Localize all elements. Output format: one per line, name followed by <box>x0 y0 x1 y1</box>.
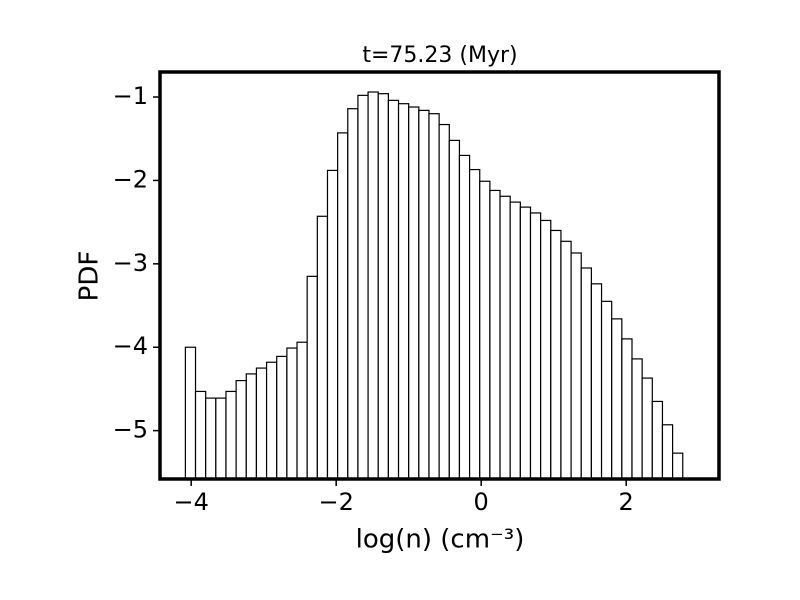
bar <box>235 379 247 480</box>
y-tick-label: −1 <box>113 82 148 110</box>
bar <box>489 189 501 480</box>
bar <box>641 377 653 480</box>
bar <box>671 452 684 480</box>
bar <box>418 109 430 480</box>
bar <box>621 338 633 480</box>
bar <box>550 229 562 480</box>
bar <box>540 219 552 480</box>
bar <box>184 346 197 480</box>
bar <box>357 94 369 480</box>
bar <box>245 373 258 480</box>
bar <box>448 139 461 480</box>
bar <box>519 206 532 480</box>
y-tick-label: −4 <box>113 332 148 360</box>
bar <box>326 169 339 480</box>
bar <box>509 201 521 480</box>
bar <box>570 252 582 480</box>
bar <box>479 180 491 480</box>
bar <box>560 240 572 480</box>
y-axis-label: PDF <box>75 251 105 302</box>
bar <box>397 103 410 480</box>
bar <box>316 215 329 480</box>
bar <box>580 267 592 480</box>
bar <box>255 367 268 480</box>
x-tick-label: 2 <box>619 488 634 516</box>
x-tick-label: 0 <box>474 488 489 516</box>
bar <box>499 195 511 480</box>
bar <box>367 91 379 480</box>
bar <box>276 355 288 480</box>
bar <box>458 154 471 480</box>
bar <box>225 390 237 480</box>
plot-frame <box>158 70 721 481</box>
bar <box>529 212 542 480</box>
bar <box>215 397 227 480</box>
bar <box>286 347 298 480</box>
bar <box>438 123 450 480</box>
x-tick-label: −4 <box>173 488 208 516</box>
y-tick-label: −2 <box>113 165 148 193</box>
bar <box>377 93 389 480</box>
y-tick-label: −5 <box>113 416 148 444</box>
x-tick-label: −2 <box>318 488 353 516</box>
bar <box>347 108 359 480</box>
bar <box>468 168 481 480</box>
bar <box>265 361 278 480</box>
bar <box>651 400 664 480</box>
chart-title: t=75.23 (Myr) <box>362 43 517 68</box>
bar <box>661 424 674 480</box>
bar <box>408 106 420 480</box>
bar <box>600 300 613 480</box>
y-tick-label: −3 <box>113 249 148 277</box>
bar <box>337 132 349 480</box>
bar <box>194 390 207 480</box>
bar <box>611 318 623 480</box>
bar <box>428 113 440 480</box>
bar <box>306 275 318 480</box>
bar <box>631 358 643 480</box>
x-axis-label: log(n) (cm⁻³) <box>356 525 525 555</box>
bar <box>205 397 217 480</box>
bar <box>590 283 603 480</box>
bar <box>296 341 308 480</box>
bar <box>387 99 400 480</box>
